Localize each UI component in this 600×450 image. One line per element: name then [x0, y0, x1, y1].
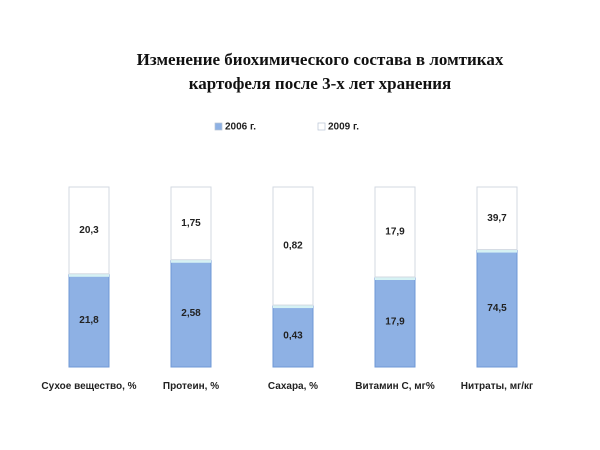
- bar-segment: [374, 186, 416, 278]
- legend-label: 2006 г.: [225, 122, 256, 133]
- x-tick-label: Сахара, %: [267, 381, 319, 392]
- data-label: 1,75: [181, 218, 201, 229]
- bar-segment: [272, 186, 314, 306]
- data-label: 17,9: [385, 227, 405, 238]
- x-tick-label: Нитраты, мг/кг: [460, 381, 534, 392]
- bar-highlight: [273, 305, 313, 309]
- data-label: 0,43: [283, 331, 303, 342]
- chart-title: Изменение биохимического состава в ломти…: [136, 50, 504, 93]
- x-tick-label: Протеин, %: [162, 381, 220, 392]
- bar-highlight: [375, 277, 415, 280]
- legend-swatch: [317, 122, 326, 131]
- data-label: 0,82: [283, 241, 303, 252]
- data-label: 74,5: [487, 303, 507, 314]
- bar-segment: [476, 186, 518, 251]
- bar-segment: [68, 273, 110, 368]
- bar-segment: [68, 186, 110, 275]
- bar-highlight: [171, 259, 211, 263]
- bar-segment: [170, 186, 212, 261]
- data-label: 17,9: [385, 317, 405, 328]
- bar-segment: [374, 276, 416, 368]
- x-tick-label: Витамин С, мг%: [355, 381, 435, 392]
- bar-segment: [476, 249, 518, 368]
- legend-swatch: [214, 122, 223, 131]
- data-label: 39,7: [487, 213, 507, 224]
- bar-highlight: [477, 249, 517, 253]
- legend-label: 2009 г.: [328, 122, 359, 133]
- bar-highlight: [69, 273, 109, 277]
- data-label: 2,58: [181, 308, 201, 319]
- data-label: 20,3: [79, 225, 99, 236]
- data-label: 21,8: [79, 315, 99, 326]
- bar-segment: [272, 304, 314, 368]
- x-tick-label: Сухое вещество, %: [41, 381, 137, 392]
